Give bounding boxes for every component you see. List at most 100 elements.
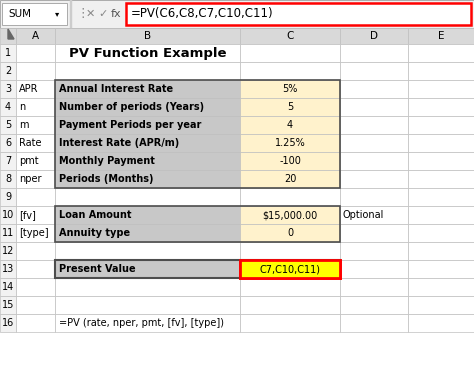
Text: 4: 4 bbox=[287, 120, 293, 130]
Bar bbox=[240, 116, 340, 134]
Text: SUM: SUM bbox=[8, 9, 31, 19]
Bar bbox=[340, 44, 408, 62]
Bar bbox=[16, 314, 55, 332]
Bar bbox=[340, 28, 408, 44]
Text: ⋮: ⋮ bbox=[76, 7, 89, 21]
Text: Annual Interest Rate: Annual Interest Rate bbox=[59, 84, 173, 94]
Bar bbox=[340, 242, 408, 260]
Bar bbox=[240, 314, 340, 332]
Bar bbox=[240, 260, 340, 278]
Bar bbox=[240, 28, 340, 44]
Bar bbox=[340, 188, 408, 206]
Bar bbox=[55, 296, 240, 314]
Bar bbox=[55, 206, 340, 242]
Text: n: n bbox=[19, 102, 25, 112]
Bar bbox=[408, 260, 474, 278]
Bar bbox=[340, 98, 408, 116]
Bar bbox=[240, 224, 340, 242]
Text: B: B bbox=[144, 31, 151, 41]
Text: 5: 5 bbox=[5, 120, 11, 130]
Bar bbox=[340, 62, 408, 80]
Text: Monthly Payment: Monthly Payment bbox=[59, 156, 155, 166]
Text: Present Value: Present Value bbox=[59, 264, 136, 274]
Bar bbox=[340, 80, 408, 98]
Text: pmt: pmt bbox=[19, 156, 38, 166]
Bar bbox=[16, 134, 55, 152]
Bar bbox=[0, 314, 16, 332]
Bar bbox=[240, 134, 340, 152]
Text: 12: 12 bbox=[2, 246, 14, 256]
Bar bbox=[408, 152, 474, 170]
Bar bbox=[0, 224, 16, 242]
Bar bbox=[408, 242, 474, 260]
Bar bbox=[0, 278, 16, 296]
Bar bbox=[55, 170, 240, 188]
Bar bbox=[16, 98, 55, 116]
Bar bbox=[340, 224, 408, 242]
Text: 6: 6 bbox=[5, 138, 11, 148]
Bar bbox=[70, 0, 72, 28]
Text: ✓: ✓ bbox=[98, 9, 108, 19]
Text: [type]: [type] bbox=[19, 228, 49, 238]
Text: D: D bbox=[370, 31, 378, 41]
Bar bbox=[240, 44, 340, 62]
Bar bbox=[55, 260, 340, 278]
Text: 5%: 5% bbox=[283, 84, 298, 94]
Bar bbox=[55, 62, 240, 80]
Bar bbox=[55, 80, 240, 98]
Bar bbox=[240, 98, 340, 116]
Bar bbox=[16, 28, 55, 44]
Bar bbox=[16, 206, 55, 224]
Bar bbox=[126, 3, 471, 25]
Text: $15,000.00: $15,000.00 bbox=[263, 210, 318, 220]
Text: 13: 13 bbox=[2, 264, 14, 274]
Bar bbox=[55, 80, 340, 188]
Bar bbox=[340, 260, 408, 278]
Bar bbox=[0, 44, 16, 62]
Text: Loan Amount: Loan Amount bbox=[59, 210, 131, 220]
Text: 0: 0 bbox=[287, 228, 293, 238]
Bar bbox=[16, 152, 55, 170]
Bar bbox=[55, 134, 240, 152]
Text: 9: 9 bbox=[5, 192, 11, 202]
Text: 7: 7 bbox=[5, 156, 11, 166]
Bar bbox=[16, 260, 55, 278]
Text: 16: 16 bbox=[2, 318, 14, 328]
Bar bbox=[408, 224, 474, 242]
Bar bbox=[55, 188, 240, 206]
Bar bbox=[0, 296, 16, 314]
Bar bbox=[2, 3, 67, 25]
Bar bbox=[340, 296, 408, 314]
Bar bbox=[0, 98, 16, 116]
Bar bbox=[55, 152, 240, 170]
Text: nper: nper bbox=[19, 174, 42, 184]
Bar bbox=[240, 152, 340, 170]
Text: -100: -100 bbox=[279, 156, 301, 166]
Text: =PV (rate, nper, pmt, [fv], [type]): =PV (rate, nper, pmt, [fv], [type]) bbox=[59, 318, 224, 328]
Bar bbox=[55, 206, 240, 224]
Text: ▾: ▾ bbox=[55, 10, 59, 18]
Bar bbox=[55, 44, 240, 62]
Bar bbox=[408, 188, 474, 206]
Bar bbox=[408, 170, 474, 188]
Text: Rate: Rate bbox=[19, 138, 42, 148]
Text: m: m bbox=[19, 120, 28, 130]
Bar bbox=[240, 62, 340, 80]
Bar bbox=[408, 44, 474, 62]
Bar bbox=[408, 296, 474, 314]
Bar bbox=[240, 260, 340, 278]
Text: 2: 2 bbox=[5, 66, 11, 76]
Bar bbox=[240, 170, 340, 188]
Text: 15: 15 bbox=[2, 300, 14, 310]
Bar bbox=[55, 278, 240, 296]
Bar bbox=[16, 116, 55, 134]
Bar bbox=[0, 116, 16, 134]
Bar bbox=[16, 170, 55, 188]
Text: C: C bbox=[286, 31, 294, 41]
Bar bbox=[55, 98, 240, 116]
Bar bbox=[408, 278, 474, 296]
Text: 20: 20 bbox=[284, 174, 296, 184]
Bar bbox=[240, 206, 340, 224]
Text: 8: 8 bbox=[5, 174, 11, 184]
Bar bbox=[408, 62, 474, 80]
